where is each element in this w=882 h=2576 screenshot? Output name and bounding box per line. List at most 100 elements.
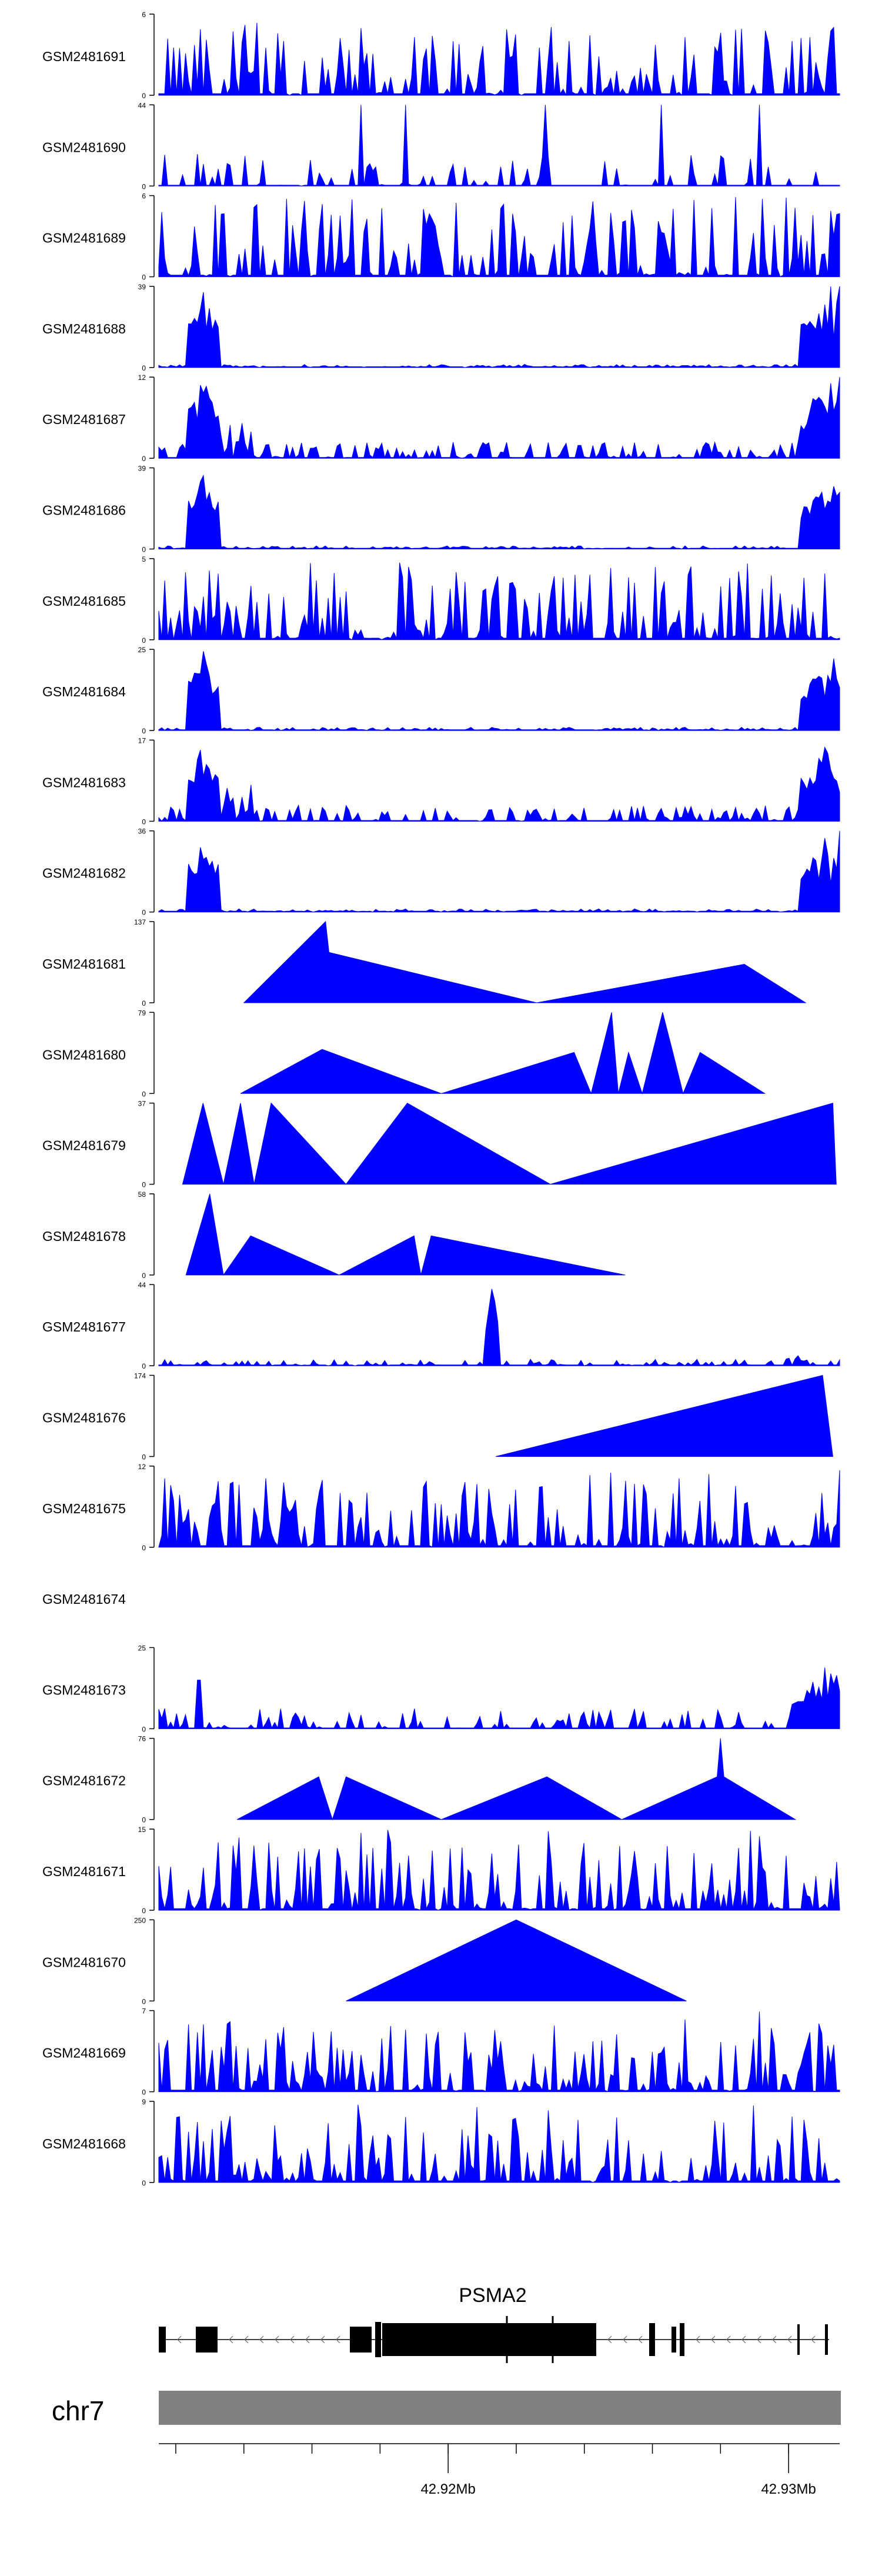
track-label: GSM2481672	[42, 1773, 126, 1788]
y-tick-label: 0	[142, 455, 146, 463]
chromosome-track: chr7	[52, 2391, 841, 2426]
track-GSM2481679: GSM2481679 37 0	[42, 1100, 837, 1189]
y-tick-label: 0	[142, 1181, 146, 1189]
y-tick-label: 39	[138, 283, 146, 291]
strand-arrow	[305, 2335, 310, 2344]
strand-arrow	[177, 2335, 182, 2344]
track-label: GSM2481681	[42, 956, 126, 972]
coverage-area	[236, 1738, 797, 1821]
track-label: GSM2481691	[42, 49, 126, 64]
track-label: GSM2481689	[42, 231, 126, 246]
track-label: GSM2481677	[42, 1319, 126, 1334]
y-tick-label: 58	[138, 1190, 146, 1199]
strand-arrow	[811, 2335, 816, 2344]
y-tick-label: 25	[138, 646, 146, 654]
y-tick-label: 79	[138, 1009, 146, 1017]
track-panel: GSM248169160GSM2481690440GSM248168960GSM…	[42, 11, 840, 2187]
y-tick-label: 25	[138, 1644, 146, 1652]
exon-block	[797, 2324, 800, 2355]
coverage-area	[158, 830, 840, 913]
y-tick-label: 0	[142, 727, 146, 735]
y-tick-label: 0	[142, 364, 146, 372]
strand-arrow	[696, 2335, 700, 2344]
coverage-area	[182, 1102, 837, 1185]
coverage-area	[158, 2011, 840, 2093]
track-label: GSM2481685	[42, 593, 126, 609]
y-tick-label: 76	[138, 1735, 146, 1743]
coverage-area	[158, 1289, 840, 1366]
y-tick-label: 0	[142, 2088, 146, 2097]
y-tick-label: 0	[142, 817, 146, 826]
gene-name-label: PSMA2	[459, 2284, 526, 2307]
track-label: GSM2481669	[42, 2046, 126, 2061]
track-GSM2481689: GSM2481689 6 0	[42, 192, 840, 282]
y-tick-label: 0	[142, 1816, 146, 1824]
track-GSM2481686: GSM2481686 39 0	[42, 465, 840, 554]
strand-arrow	[726, 2335, 731, 2344]
exon-block	[350, 2327, 372, 2353]
coverage-area	[158, 197, 840, 278]
track-GSM2481675: GSM2481675 12 0	[42, 1463, 840, 1552]
y-tick-label: 6	[142, 11, 146, 19]
y-tick-label: 44	[138, 1281, 146, 1289]
track-GSM2481676: GSM2481676 174 0	[42, 1372, 833, 1461]
y-tick-label: 39	[138, 465, 146, 473]
y-tick-label: 7	[142, 2007, 146, 2016]
strand-arrow	[772, 2335, 777, 2344]
track-GSM2481680: GSM2481680 79 0	[42, 1009, 766, 1098]
coverage-area	[158, 562, 840, 640]
track-label: GSM2481670	[42, 1954, 126, 1970]
strand-arrow	[320, 2335, 325, 2344]
track-label: GSM2481690	[42, 139, 126, 155]
exon-block	[375, 2322, 381, 2357]
y-tick-label: 0	[142, 1362, 146, 1370]
coverage-area	[158, 377, 840, 459]
track-label: GSM2481673	[42, 1682, 126, 1697]
exon-block	[825, 2324, 828, 2355]
track-GSM2481688: GSM2481688 39 0	[42, 283, 840, 372]
track-label: GSM2481678	[42, 1229, 126, 1244]
track-GSM2481672: GSM2481672 76 0	[42, 1735, 797, 1824]
track-label: GSM2481674	[42, 1591, 126, 1607]
y-tick-label: 5	[142, 555, 146, 563]
track-label: GSM2481684	[42, 684, 126, 699]
strand-arrow	[229, 2335, 233, 2344]
y-tick-label: 0	[142, 1272, 146, 1280]
track-GSM2481685: GSM2481685 5 0	[42, 555, 840, 645]
track-label: GSM2481682	[42, 866, 126, 881]
track-GSM2481677: GSM2481677 44 0	[42, 1281, 840, 1370]
y-tick-label: 250	[134, 1916, 146, 1924]
track-label: GSM2481683	[42, 775, 126, 790]
track-GSM2481669: GSM2481669 7 0	[42, 2007, 840, 2097]
track-GSM2481670: GSM2481670 250 0	[42, 1916, 687, 2006]
genome-axis: 42.92Mb 42.93Mb	[159, 2443, 840, 2497]
strand-arrow	[290, 2335, 295, 2344]
y-tick-label: 0	[142, 546, 146, 554]
strand-arrow	[275, 2335, 279, 2344]
exon-block	[680, 2323, 684, 2356]
y-tick-label: 0	[142, 2179, 146, 2187]
track-label: GSM2481680	[42, 1047, 126, 1062]
coverage-area	[158, 105, 840, 186]
track-GSM2481668: GSM2481668 9 0	[42, 2098, 840, 2187]
y-tick-label: 36	[138, 827, 146, 836]
coverage-area	[158, 651, 840, 731]
strand-arrow	[607, 2335, 612, 2344]
track-GSM2481684: GSM2481684 25 0	[42, 646, 840, 735]
y-tick-label: 9	[142, 2098, 146, 2106]
y-tick-label: 12	[138, 373, 146, 382]
y-tick-label: 0	[142, 1453, 146, 1461]
chromosome-label: chr7	[52, 2395, 104, 2426]
y-tick-label: 0	[142, 1544, 146, 1552]
track-label: GSM2481676	[42, 1410, 126, 1426]
track-label: GSM2481679	[42, 1138, 126, 1153]
track-label: GSM2481675	[42, 1501, 126, 1516]
y-tick-label: 0	[142, 273, 146, 282]
y-tick-label: 0	[142, 182, 146, 191]
exon-block	[649, 2323, 655, 2356]
track-GSM2481682: GSM2481682 36 0	[42, 827, 840, 917]
exon-block	[671, 2327, 676, 2353]
y-tick-label: 0	[142, 636, 146, 645]
y-tick-label: 0	[142, 1090, 146, 1098]
